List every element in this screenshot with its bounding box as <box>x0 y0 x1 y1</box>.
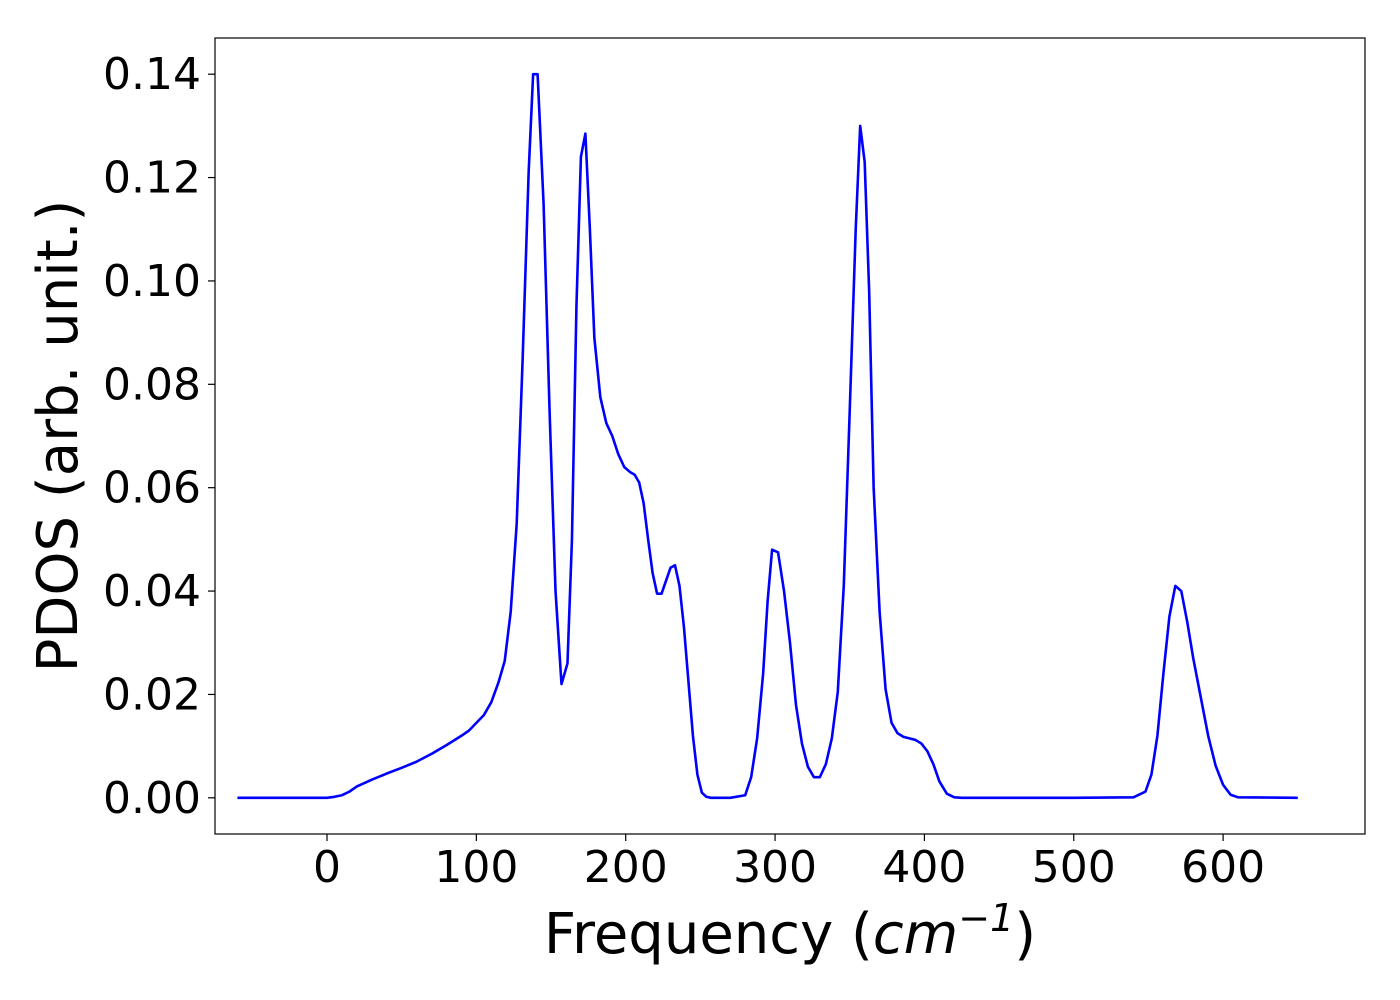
plot-frame <box>214 37 1366 835</box>
x-tick-label: 200 <box>584 842 668 893</box>
y-axis-title: PDOS (arb. unit.) <box>26 200 91 673</box>
x-axis-ticks: 0 100 200 300 400 500 600 <box>313 834 1265 893</box>
y-tick-label: 0.06 <box>103 463 201 514</box>
series-layer <box>237 72 1298 800</box>
x-tick-label: 100 <box>434 842 518 893</box>
y-tick-label: 0.14 <box>103 49 201 100</box>
x-axis-title: Frequency (cm−1) <box>544 896 1036 967</box>
series-line-0 <box>237 72 1298 800</box>
y-tick-label: 0.02 <box>103 669 201 720</box>
y-axis-ticks: 0.00 0.02 0.04 0.06 0.08 0.10 0.12 0.14 <box>103 49 215 824</box>
y-tick-label: 0.12 <box>103 153 201 204</box>
y-tick-label: 0.04 <box>103 566 201 617</box>
y-tick-label: 0.08 <box>103 359 201 410</box>
y-tick-label: 0.10 <box>103 256 201 307</box>
x-tick-label: 600 <box>1181 842 1265 893</box>
x-tick-label: 0 <box>313 842 341 893</box>
x-tick-label: 500 <box>1032 842 1116 893</box>
x-tick-label: 400 <box>882 842 966 893</box>
y-tick-label: 0.00 <box>103 773 201 824</box>
x-tick-label: 300 <box>733 842 817 893</box>
